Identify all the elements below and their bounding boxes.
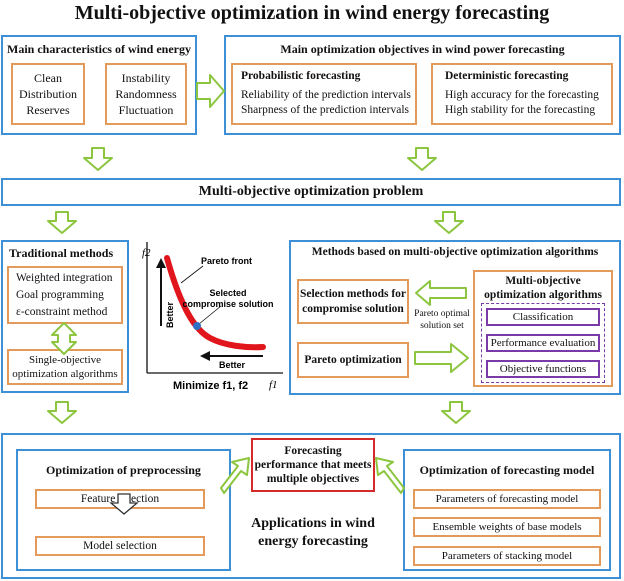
pareto-front-label: Pareto front xyxy=(201,256,252,266)
selected-point xyxy=(193,322,201,330)
deterministic-box: Deterministic forecasting High accuracy … xyxy=(431,63,613,125)
characteristics-box-instability: Instability Randomness Fluctuation xyxy=(105,63,187,125)
text-performance-meets: performance that meets xyxy=(254,459,372,471)
moo-methods-heading: Methods based on multi-objective optimiz… xyxy=(311,246,599,258)
arrow-algorithms-to-selection xyxy=(415,280,467,306)
arrow-down-3 xyxy=(47,211,77,234)
arrow-traditional-double xyxy=(51,322,77,355)
arrow-characteristics-to-objectives xyxy=(196,74,225,108)
deterministic-heading: Deterministic forecasting xyxy=(445,70,569,82)
arrow-preprocessing-to-forecast xyxy=(220,457,250,494)
probabilistic-line-2: Sharpness of the prediction intervals xyxy=(241,104,409,116)
pareto-plot-svg: f2 f1 Better Better Pareto front Selecte… xyxy=(142,242,283,392)
page-title: Multi-objective optimization in wind ene… xyxy=(74,2,550,24)
forecast-model-heading: Optimization of forecasting model xyxy=(419,463,595,477)
arrow-down-1 xyxy=(83,147,113,171)
text-randomness: Randomness xyxy=(115,87,177,101)
selected-label-2: compromise solution xyxy=(182,299,273,309)
minimize-label: Minimize f1, f2 xyxy=(173,380,248,392)
deterministic-line-1: High accuracy for the forecasting xyxy=(445,89,599,101)
text-compromise-solution: compromise solution xyxy=(302,302,404,315)
arrow-model-to-forecast xyxy=(375,457,405,494)
characteristics-heading: Main characteristics of wind energy xyxy=(7,42,191,56)
text-multiple-objectives: multiple objectives xyxy=(266,473,360,485)
x-axis-label: f1 xyxy=(269,379,278,391)
model-selection-box: Model selection xyxy=(35,536,205,556)
arrow-down-6 xyxy=(441,401,471,424)
text-reserves: Reserves xyxy=(26,103,70,117)
algorithms-box: Multi-objective optimization algorithms … xyxy=(473,270,613,387)
applications-center-label: Applications in wind energy forecasting xyxy=(235,515,391,551)
algorithms-heading: Multi-objective optimization algorithms xyxy=(475,274,611,302)
pareto-plot: f2 f1 Better Better Pareto front Selecte… xyxy=(135,238,285,398)
pareto-front-curve xyxy=(164,255,266,351)
traditional-methods-box: Weighted integration Goal programming ε-… xyxy=(7,266,123,324)
forecast-performance-box: Forecasting performance that meets multi… xyxy=(251,438,375,492)
algorithm-item-classification: Classification xyxy=(486,308,600,326)
text-distribution: Distribution xyxy=(18,87,77,101)
deterministic-line-2: High stability for the forecasting xyxy=(445,104,596,116)
forecast-model-panel: Optimization of forecasting model Parame… xyxy=(403,449,611,571)
text-clean: Clean xyxy=(34,71,62,85)
better-y-label: Better xyxy=(165,301,175,328)
text-instability: Instability xyxy=(121,71,171,85)
selection-methods-box: Selection methods for compromise solutio… xyxy=(297,279,409,324)
problem-bar: Multi-objective optimization problem xyxy=(1,178,621,206)
text-pareto-optimal: Pareto optimal xyxy=(414,309,470,319)
single-objective-box: Single-objective optimization algorithms xyxy=(7,349,123,385)
algorithms-dashed-frame xyxy=(481,303,605,383)
text-epsilon-constraint: ε-constraint method xyxy=(16,306,108,318)
arrow-down-4 xyxy=(434,211,464,234)
pareto-set-label: Pareto optimal solution set xyxy=(411,308,473,332)
text-applications-wind: Applications in wind xyxy=(251,516,375,531)
model-item-parameters: Parameters of forecasting model xyxy=(413,489,601,509)
text-optimization-algorithms-2: optimization algorithms xyxy=(484,289,602,301)
algorithm-item-performance: Performance evaluation xyxy=(486,334,600,352)
pareto-optimization-box: Pareto optimization xyxy=(297,342,409,378)
traditional-heading: Traditional methods xyxy=(9,246,114,260)
objectives-heading: Main optimization objectives in wind pow… xyxy=(280,42,565,56)
text-forecasting: Forecasting xyxy=(284,445,342,457)
model-item-stacking: Parameters of stacking model xyxy=(413,546,601,566)
arrow-down-5 xyxy=(47,401,77,424)
text-fluctuation: Fluctuation xyxy=(118,103,174,117)
probabilistic-line-1: Reliability of the prediction intervals xyxy=(241,89,411,101)
traditional-panel: Traditional methods Weighted integration… xyxy=(1,240,129,393)
selected-leader-line xyxy=(198,305,222,325)
arrow-pareto-to-algorithms xyxy=(414,343,469,373)
text-solution-set: solution set xyxy=(420,321,464,331)
text-single-objective: Single-objective xyxy=(28,354,102,366)
text-optimization-algorithms: optimization algorithms xyxy=(12,368,118,380)
moo-methods-panel: Methods based on multi-objective optimiz… xyxy=(289,240,621,395)
probabilistic-heading: Probabilistic forecasting xyxy=(241,70,361,82)
text-goal-programming: Goal programming xyxy=(16,289,104,301)
characteristics-box-clean: Clean Distribution Reserves xyxy=(11,63,85,125)
arrow-down-2 xyxy=(407,147,437,171)
model-item-ensemble: Ensemble weights of base models xyxy=(413,517,601,537)
objectives-panel: Main optimization objectives in wind pow… xyxy=(224,35,621,135)
text-multi-objective: Multi-objective xyxy=(505,275,581,287)
better-x-label: Better xyxy=(219,360,246,370)
arrow-feature-to-model xyxy=(109,493,139,515)
front-leader-line xyxy=(180,265,204,284)
preprocessing-heading: Optimization of preprocessing xyxy=(46,463,201,477)
probabilistic-box: Probabilistic forecasting Reliability of… xyxy=(231,63,417,125)
text-selection-methods: Selection methods for xyxy=(299,287,407,300)
selected-label-1: Selected xyxy=(209,288,246,298)
y-axis-label: f2 xyxy=(142,247,151,259)
algorithm-item-objectives: Objective functions xyxy=(486,360,600,378)
text-energy-forecasting: energy forecasting xyxy=(258,534,368,549)
text-weighted-integration: Weighted integration xyxy=(16,272,113,284)
